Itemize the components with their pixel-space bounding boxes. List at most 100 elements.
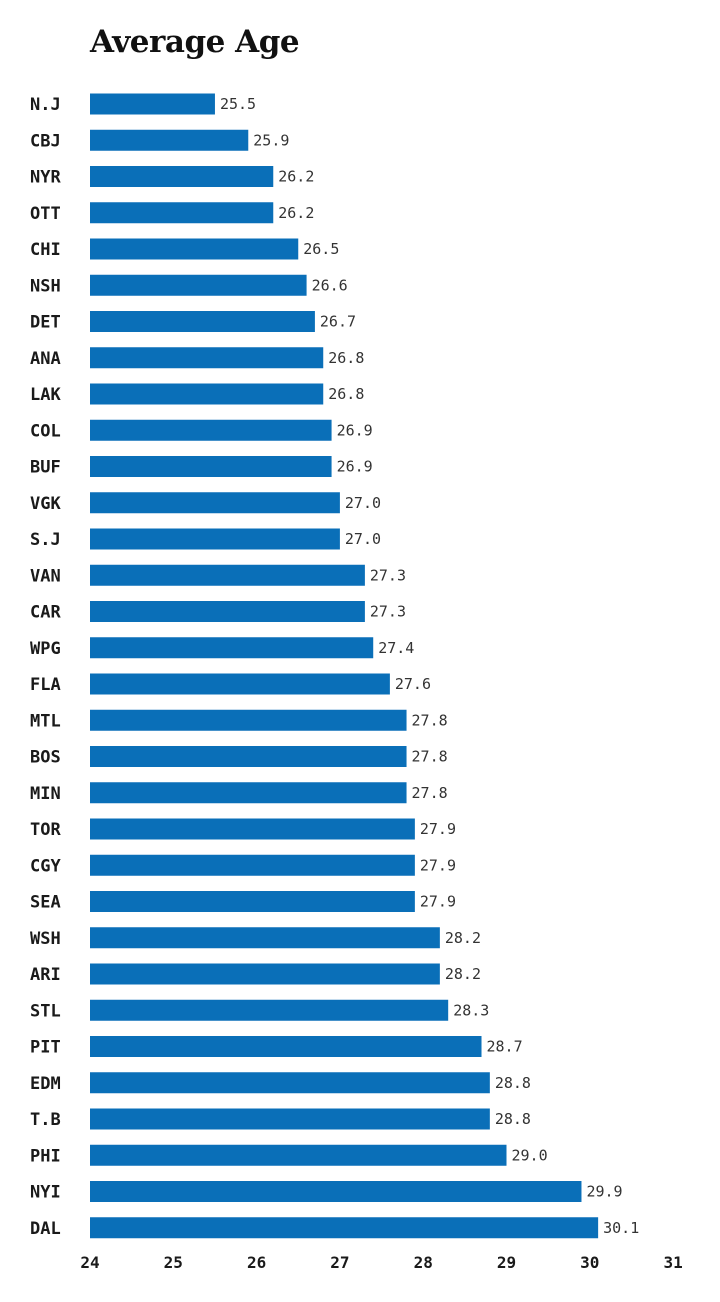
value-label: 26.2 bbox=[278, 204, 314, 222]
bar-tor bbox=[90, 818, 415, 840]
team-label: PHI bbox=[30, 1146, 61, 1166]
team-label: N.J bbox=[30, 95, 61, 115]
bar-sj bbox=[90, 528, 340, 550]
team-label: DET bbox=[30, 313, 61, 333]
team-label: SEA bbox=[30, 893, 61, 913]
team-label: MIN bbox=[30, 784, 61, 804]
x-tick-label: 26 bbox=[247, 1253, 266, 1272]
team-label: BOS bbox=[30, 748, 61, 768]
value-label: 29.0 bbox=[512, 1146, 548, 1164]
value-label: 25.5 bbox=[220, 95, 256, 113]
bar-ana bbox=[90, 347, 324, 369]
team-label: VAN bbox=[30, 566, 61, 586]
bar-fla bbox=[90, 673, 390, 695]
value-label: 25.9 bbox=[253, 131, 289, 149]
value-label: 27.3 bbox=[370, 566, 406, 584]
bar-chi bbox=[90, 238, 299, 260]
bar-wsh bbox=[90, 927, 440, 949]
value-label: 27.8 bbox=[412, 784, 448, 802]
value-label: 27.9 bbox=[420, 893, 456, 911]
bar-dal bbox=[90, 1217, 599, 1239]
value-label: 27.6 bbox=[395, 675, 431, 693]
team-label: DAL bbox=[30, 1219, 61, 1239]
value-label: 28.7 bbox=[487, 1038, 523, 1056]
bar-mtl bbox=[90, 709, 407, 731]
team-label: FLA bbox=[30, 675, 61, 695]
x-tick-label: 30 bbox=[580, 1253, 599, 1272]
team-label: ANA bbox=[30, 349, 61, 369]
team-label: S.J bbox=[30, 530, 61, 550]
value-label: 26.9 bbox=[337, 421, 373, 439]
value-label: 26.2 bbox=[278, 168, 314, 186]
bar-sea bbox=[90, 891, 415, 912]
value-label: 28.2 bbox=[445, 965, 481, 983]
team-label: MTL bbox=[30, 711, 61, 731]
value-label: 27.9 bbox=[420, 820, 456, 838]
bar-ari bbox=[90, 963, 440, 985]
value-label: 28.2 bbox=[445, 929, 481, 947]
x-tick-label: 25 bbox=[164, 1253, 183, 1272]
bar-tb bbox=[90, 1108, 490, 1130]
value-label: 26.6 bbox=[312, 276, 348, 294]
value-label: 26.8 bbox=[328, 349, 364, 367]
team-label: VGK bbox=[30, 494, 61, 514]
team-label: NSH bbox=[30, 276, 61, 296]
team-label: ARI bbox=[30, 965, 61, 985]
team-label: NYI bbox=[30, 1183, 61, 1203]
bar-stl bbox=[90, 999, 449, 1021]
bar-nj bbox=[90, 93, 215, 115]
value-label: 27.4 bbox=[378, 639, 414, 657]
value-label: 26.9 bbox=[337, 458, 373, 476]
value-labels-group: 25.5 25.9 26.2 26.2 26.5 26.6 26.7 26.8 26.8 26.9… bbox=[220, 95, 639, 1237]
team-label: STL bbox=[30, 1001, 61, 1021]
bar-lak bbox=[90, 383, 324, 405]
value-label: 27.3 bbox=[370, 603, 406, 621]
bar-vgk bbox=[90, 492, 340, 514]
team-label: EDM bbox=[30, 1074, 61, 1094]
bar-bos bbox=[90, 746, 407, 767]
team-label: WPG bbox=[30, 639, 61, 659]
bar-ott bbox=[90, 202, 274, 224]
bar-wpg bbox=[90, 637, 374, 659]
bar-phi bbox=[90, 1144, 507, 1166]
x-tick-label: 28 bbox=[414, 1253, 433, 1272]
value-label: 27.9 bbox=[420, 856, 456, 874]
team-label: CAR bbox=[30, 603, 61, 623]
x-tick-label: 27 bbox=[330, 1253, 349, 1272]
bar-det bbox=[90, 311, 315, 332]
team-label: T.B bbox=[30, 1110, 61, 1130]
team-label: NYR bbox=[30, 168, 61, 188]
bar-nyi bbox=[90, 1181, 582, 1202]
bar-edm bbox=[90, 1072, 490, 1094]
value-label: 27.8 bbox=[412, 748, 448, 766]
value-label: 26.8 bbox=[328, 385, 364, 403]
team-label: BUF bbox=[30, 458, 61, 478]
bar-cbj bbox=[90, 129, 249, 151]
team-label: CHI bbox=[30, 240, 61, 260]
bar-van bbox=[90, 564, 365, 586]
team-label: CBJ bbox=[30, 131, 61, 151]
bars-group bbox=[90, 93, 599, 1239]
x-axis-ticks: 24 25 26 27 28 29 30 31 bbox=[80, 1253, 682, 1272]
team-label: PIT bbox=[30, 1038, 61, 1058]
value-label: 28.8 bbox=[495, 1074, 531, 1092]
value-label: 30.1 bbox=[603, 1219, 639, 1237]
team-label: OTT bbox=[30, 204, 61, 224]
bar-col bbox=[90, 419, 332, 441]
bar-min bbox=[90, 782, 407, 804]
value-label: 27.0 bbox=[345, 530, 381, 548]
bar-pit bbox=[90, 1036, 482, 1057]
x-tick-label: 24 bbox=[80, 1253, 99, 1272]
value-label: 28.3 bbox=[453, 1001, 489, 1019]
team-label: WSH bbox=[30, 929, 61, 949]
bar-nyr bbox=[90, 166, 274, 187]
team-labels-group: N.J CBJ NYR OTT CHI NSH DET ANA LAK COL BUF VGK S.J V… bbox=[30, 95, 61, 1239]
team-label: COL bbox=[30, 421, 61, 441]
bar-buf bbox=[90, 456, 332, 477]
value-label: 26.7 bbox=[320, 313, 356, 331]
team-label: TOR bbox=[30, 820, 61, 840]
team-label: LAK bbox=[30, 385, 61, 405]
value-label: 29.9 bbox=[586, 1183, 622, 1201]
team-label: CGY bbox=[30, 856, 61, 876]
